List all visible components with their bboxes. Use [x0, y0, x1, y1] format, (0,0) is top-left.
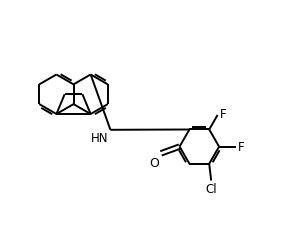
Text: F: F: [238, 140, 245, 153]
Text: Cl: Cl: [205, 183, 217, 196]
Text: HN: HN: [91, 131, 109, 144]
Text: O: O: [149, 157, 159, 170]
Text: F: F: [219, 108, 226, 121]
